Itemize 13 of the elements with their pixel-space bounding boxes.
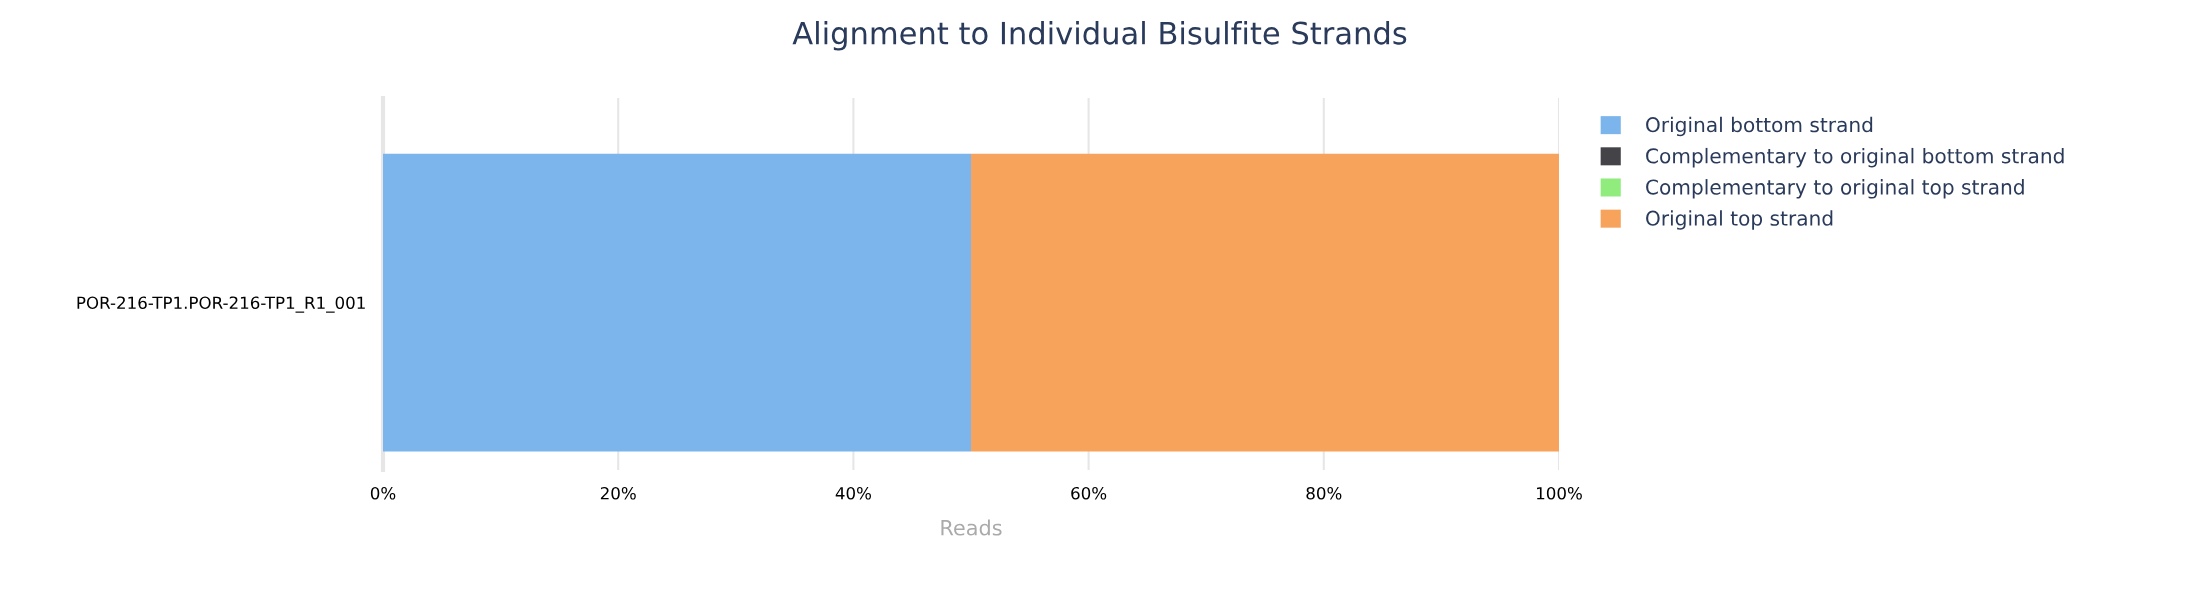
- chart-title: Alignment to Individual Bisulfite Strands: [792, 21, 1407, 51]
- x-tick-label: 40%: [835, 486, 871, 500]
- x-tick-label: 60%: [1071, 486, 1107, 500]
- x-tick-label: 20%: [600, 486, 636, 500]
- x-tick-label: 0%: [370, 486, 396, 500]
- legend-label: Original top strand: [1646, 210, 1833, 230]
- legend-label: Complementary to original top strand: [1646, 179, 2024, 199]
- legend-label: Original bottom strand: [1646, 116, 1873, 137]
- x-axis-title: Reads: [941, 519, 1002, 536]
- y-tick-label: POR-216-TP1.POR-216-TP1_R1_001: [77, 296, 365, 313]
- x-tick-label: 100%: [1537, 486, 1582, 500]
- legend-label: Complementary to original bottom strand: [1646, 147, 2064, 168]
- x-tick-label: 80%: [1306, 486, 1342, 500]
